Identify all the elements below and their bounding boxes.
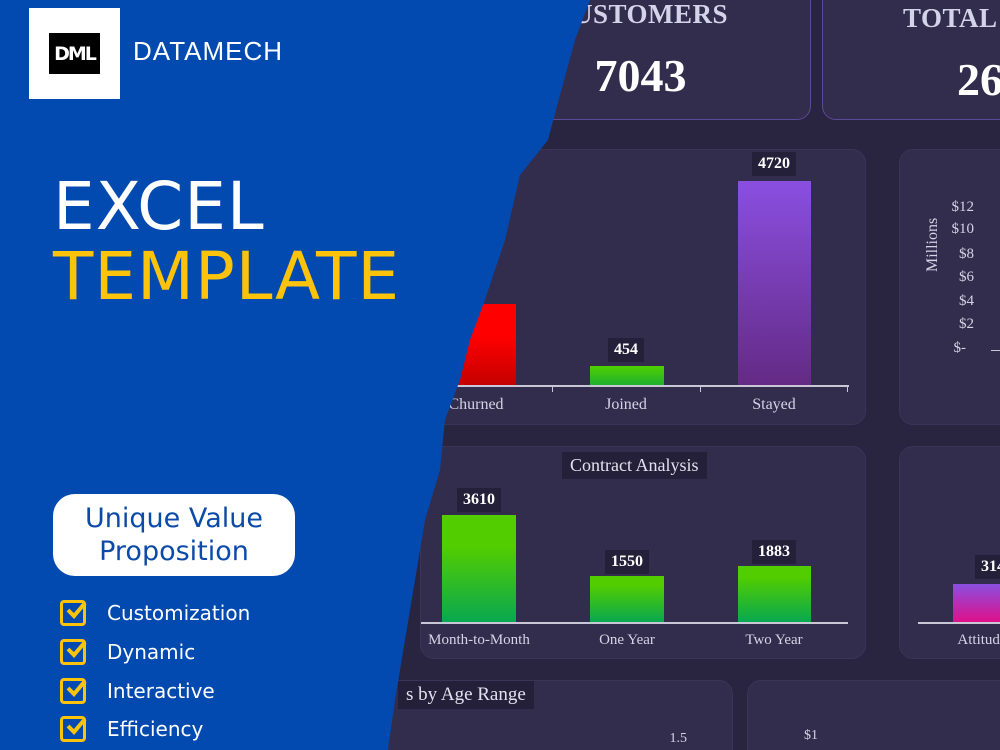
y-tick: $8 (959, 246, 974, 262)
chart-card-churn-reasons: 314 Attitude (899, 446, 1000, 659)
hero-title-line1: EXCEL (53, 168, 265, 245)
bar-joined[interactable] (590, 366, 664, 385)
axis-tick (552, 385, 553, 392)
checkbox-checked-icon (60, 639, 87, 665)
kpi-card-total: TOTAL 26 (822, 0, 1000, 120)
bar-stayed[interactable] (738, 181, 811, 385)
value-label-joined: 454 (608, 338, 644, 362)
uvp-badge: Unique Value Proposition (53, 494, 295, 576)
value-label-stayed: 4720 (752, 152, 796, 176)
category-label-month-to-month: Month-to-Month (428, 632, 530, 648)
bar-month-to-month[interactable] (442, 515, 516, 622)
uvp-title-line1: Unique Value (85, 503, 263, 534)
chart-card-monetary: $1 (747, 680, 1000, 750)
feature-label: Interactive (107, 679, 215, 703)
chart-card-contract-analysis: Contract Analysis 3610 1550 1883 Month-t… (420, 446, 866, 659)
kpi-value: 7043 (594, 50, 687, 101)
kpi-value: 26 (957, 54, 1000, 105)
axis-tick (847, 385, 848, 392)
logo: DM L (29, 8, 120, 99)
feature-label: Dynamic (107, 640, 196, 664)
checkbox-checked-icon (60, 716, 87, 742)
uvp-title-line2: Proposition (99, 536, 249, 567)
x-axis (431, 385, 849, 387)
checkbox-checked-icon (60, 600, 87, 626)
y-tick: $4 (959, 293, 974, 309)
y-tick: $12 (951, 199, 975, 215)
value-label-attitude: 314 (975, 555, 1000, 579)
chart-card-revenue: Millions $12 $10 $8 $6 $4 $2 $- (899, 149, 1000, 425)
category-label-attitude: Attitude (957, 632, 1000, 648)
checkbox-checked-icon (60, 678, 87, 704)
feature-item: Customization (60, 598, 250, 628)
logo-mark: DM L (49, 33, 100, 74)
bar-one-year[interactable] (590, 576, 664, 622)
axis-tick (700, 385, 701, 392)
category-label-one-year: One Year (599, 632, 655, 648)
kpi-title: TOTAL (903, 3, 998, 33)
feature-item: Dynamic (60, 637, 195, 667)
feature-item: Efficiency (60, 714, 203, 744)
bar-attitude[interactable] (953, 584, 1000, 622)
value-label-one-year: 1550 (605, 550, 649, 574)
category-label-stayed: Stayed (752, 396, 796, 413)
y-tick: $6 (959, 269, 974, 285)
x-axis (421, 622, 848, 624)
y-tick: $- (953, 340, 967, 356)
y-tick: $2 (959, 316, 974, 332)
category-label-joined: Joined (605, 396, 647, 413)
value-label-month-to-month: 3610 (457, 488, 501, 512)
y-tick: $10 (951, 221, 975, 237)
y-axis-tick (991, 350, 1000, 351)
hero-title-line2: TEMPLATE (53, 238, 401, 315)
bar-two-year[interactable] (738, 566, 811, 622)
y-tick: 1.5 (669, 731, 688, 746)
y-tick: $1 (804, 728, 818, 743)
brand-name: DATAMECH (133, 36, 284, 66)
feature-label: Efficiency (107, 717, 204, 741)
chart-title-age-range: s by Age Range (398, 681, 534, 709)
category-label-churned: Churned (448, 396, 504, 413)
feature-item: Interactive (60, 676, 215, 706)
x-axis (918, 622, 1000, 624)
feature-label: Customization (107, 601, 251, 625)
chart-title: Contract Analysis (562, 452, 707, 479)
category-label-two-year: Two Year (745, 632, 803, 648)
value-label-two-year: 1883 (752, 540, 796, 564)
